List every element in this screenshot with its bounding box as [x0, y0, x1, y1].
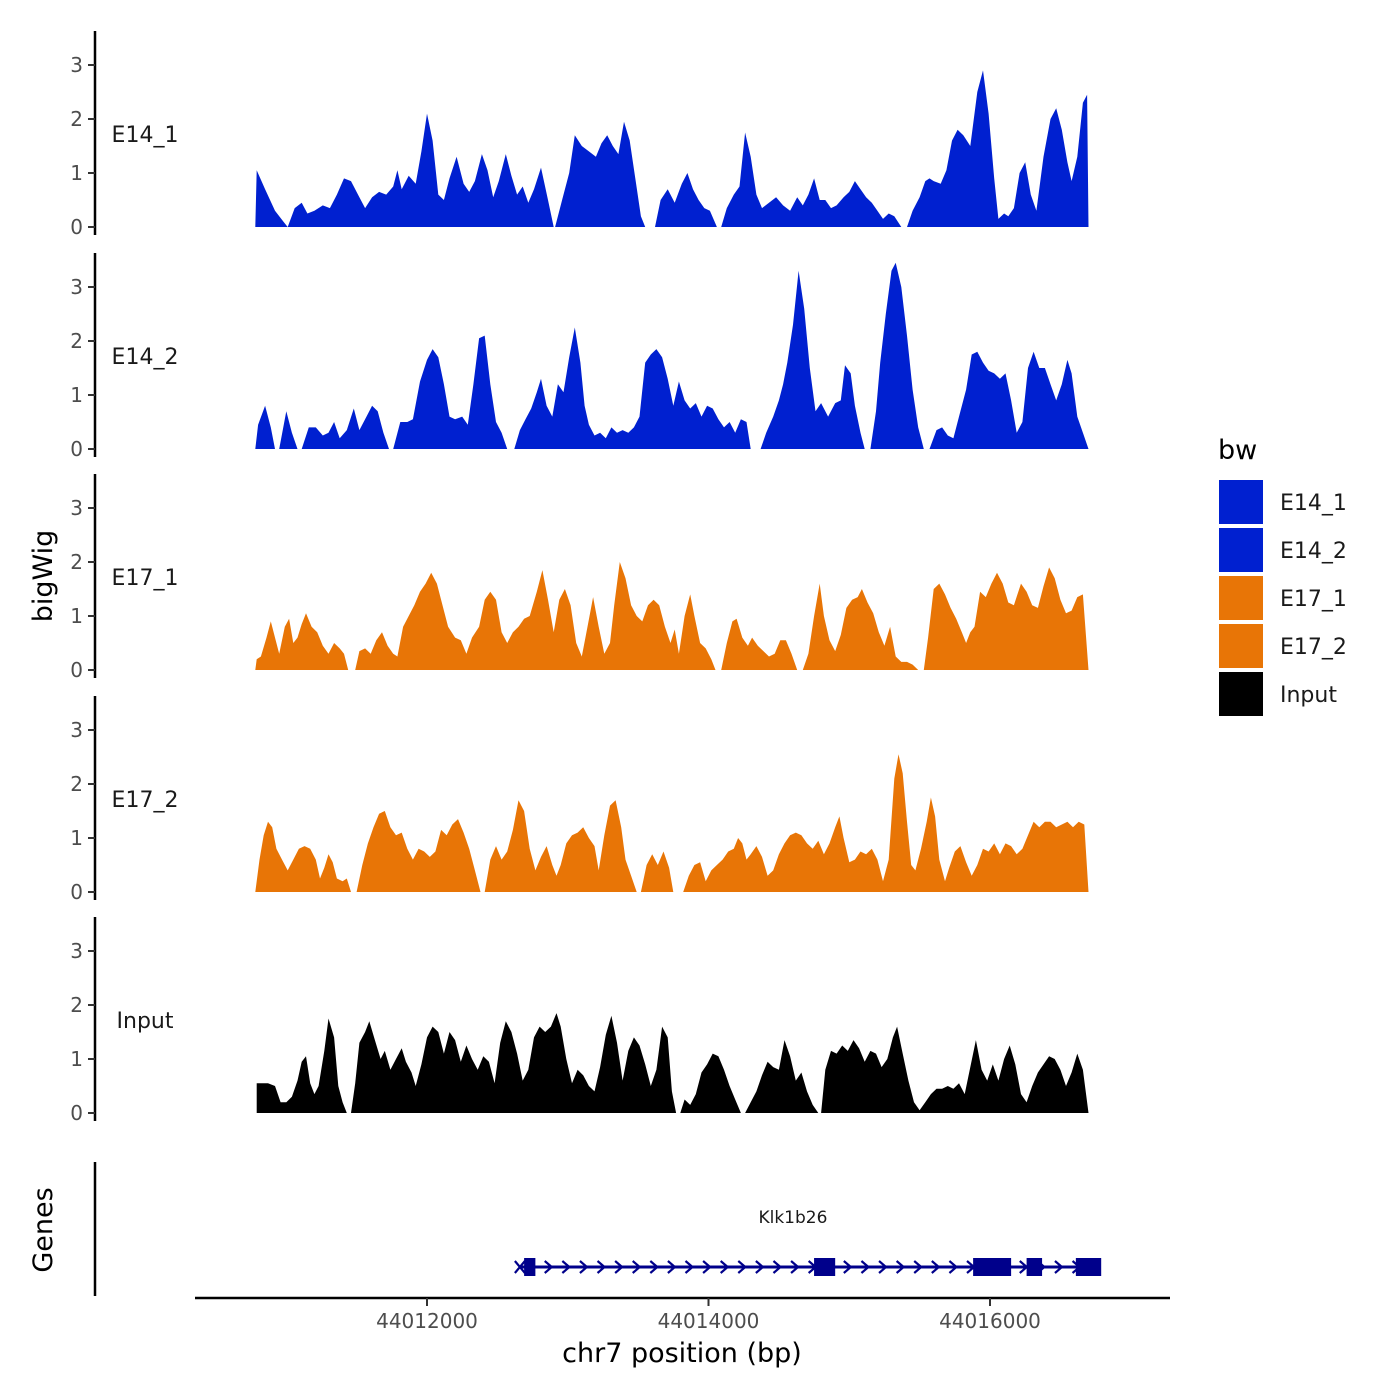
strand-arrow — [579, 1260, 589, 1274]
legend-swatch-E17_2 — [1219, 624, 1263, 668]
legend-swatch-Input — [1219, 672, 1263, 716]
y-tick-label: 1 — [70, 161, 83, 185]
strand-arrow — [772, 1260, 783, 1274]
y-tick-label: 3 — [70, 939, 83, 963]
coverage-area-E14_1 — [255, 70, 1089, 228]
y-tick-label: 1 — [70, 604, 83, 628]
y-tick-label: 1 — [70, 826, 83, 850]
x-axis-title: chr7 position (bp) — [562, 1338, 802, 1369]
gene-exon — [1075, 1258, 1102, 1276]
y-tick-label: 0 — [70, 880, 83, 904]
y-tick-label: 2 — [70, 993, 83, 1017]
gene-exon — [814, 1258, 836, 1276]
coverage-area-E17_1 — [255, 562, 1089, 670]
track-label: E17_1 — [112, 566, 179, 591]
track-label: Input — [117, 1009, 174, 1034]
legend-label: E14_1 — [1280, 491, 1347, 516]
track-E17_2: 0 1 2 3 E17_2 — [70, 696, 1089, 904]
strand-arrow — [544, 1260, 554, 1274]
legend-swatch-E14_2 — [1219, 528, 1263, 572]
y-tick-label: 1 — [70, 383, 83, 407]
gene-exon — [524, 1258, 536, 1276]
coverage-area-E14_2 — [255, 262, 1089, 449]
gene-name-label: Klk1b26 — [758, 1208, 827, 1228]
track-label: E14_2 — [112, 345, 179, 370]
legend-label: E14_2 — [1280, 539, 1347, 564]
legend-title: bw — [1218, 435, 1257, 466]
y-tick-label: 2 — [70, 772, 83, 796]
gene-model — [514, 1258, 1102, 1276]
legend-label: E17_2 — [1280, 635, 1347, 660]
y-tick-label: 2 — [70, 107, 83, 131]
strand-arrow — [948, 1260, 959, 1274]
y-tick-label: 2 — [70, 550, 83, 574]
legend-label: E17_1 — [1280, 587, 1347, 612]
strand-arrow — [913, 1260, 923, 1274]
strand-arrow — [843, 1260, 853, 1274]
gene-exon — [973, 1258, 1012, 1276]
track-E17_1: 0 1 2 3 E17_1 — [70, 474, 1089, 682]
strand-arrow — [931, 1260, 941, 1274]
gene-track: Genes Klk1b26 — [28, 1162, 1102, 1296]
strand-arrow — [702, 1260, 712, 1274]
strand-arrow — [1054, 1260, 1064, 1274]
strand-arrow — [561, 1260, 572, 1274]
y-tick-label: 0 — [70, 437, 83, 461]
strand-arrow — [632, 1260, 642, 1274]
track-E14_2: 0 1 2 3 E14_2 — [70, 253, 1089, 461]
y-tick-label: 3 — [70, 53, 83, 77]
strand-arrow — [649, 1260, 660, 1274]
x-axis: 44012000 44014000 44016000 chr7 position (… — [195, 1296, 1170, 1369]
strand-arrow — [790, 1260, 800, 1274]
strand-arrow — [719, 1260, 730, 1274]
track-Input: 0 1 2 3 Input — [70, 917, 1089, 1125]
y-tick-label: 0 — [70, 658, 83, 682]
y-tick-label: 0 — [70, 1101, 83, 1125]
track-label: E17_2 — [112, 788, 179, 813]
strand-arrow — [737, 1260, 747, 1274]
strand-arrow — [596, 1260, 607, 1274]
y-tick-label: 3 — [70, 718, 83, 742]
legend-label: Input — [1280, 683, 1337, 708]
strand-arrow — [878, 1260, 888, 1274]
y-tick-label: 2 — [70, 329, 83, 353]
coverage-area-Input — [256, 1013, 1089, 1113]
x-tick-label: 44014000 — [658, 1309, 760, 1333]
y-tick-label: 3 — [70, 275, 83, 299]
strand-arrow — [684, 1260, 695, 1274]
x-tick-label: 44016000 — [939, 1309, 1041, 1333]
legend-items: E14_1 E14_2 E17_1 E17_2 Input — [1219, 480, 1347, 716]
legend-swatch-E14_1 — [1219, 480, 1263, 524]
legend-swatch-E17_1 — [1219, 576, 1263, 620]
strand-arrow — [667, 1260, 677, 1274]
track-E14_1: 0 1 2 3 E14_1 — [70, 31, 1089, 239]
x-tick-label: 44012000 — [376, 1309, 478, 1333]
coverage-tracks: 0 1 2 3 E14_1 0 1 2 3 E14_2 0 1 2 3 E17_1 0 1 2 3 E17_2 0 1 2 3… — [70, 31, 1089, 1125]
y-axis-title: bigWig — [28, 530, 59, 623]
strand-arrow — [614, 1260, 624, 1274]
strand-arrow — [895, 1260, 906, 1274]
coverage-area-E17_2 — [255, 754, 1089, 892]
strand-arrow — [755, 1260, 765, 1274]
y-tick-label: 3 — [70, 496, 83, 520]
legend: bw E14_1 E14_2 E17_1 E17_2 Input — [1218, 435, 1347, 716]
genes-label: Genes — [28, 1187, 59, 1272]
track-label: E14_1 — [112, 123, 179, 148]
y-tick-label: 0 — [70, 215, 83, 239]
y-tick-label: 1 — [70, 1047, 83, 1071]
gene-start-mark — [514, 1260, 526, 1274]
x-ticks: 44012000 44014000 44016000 — [376, 1298, 1041, 1333]
gene-exon — [1026, 1258, 1043, 1276]
strand-arrow — [860, 1260, 871, 1274]
